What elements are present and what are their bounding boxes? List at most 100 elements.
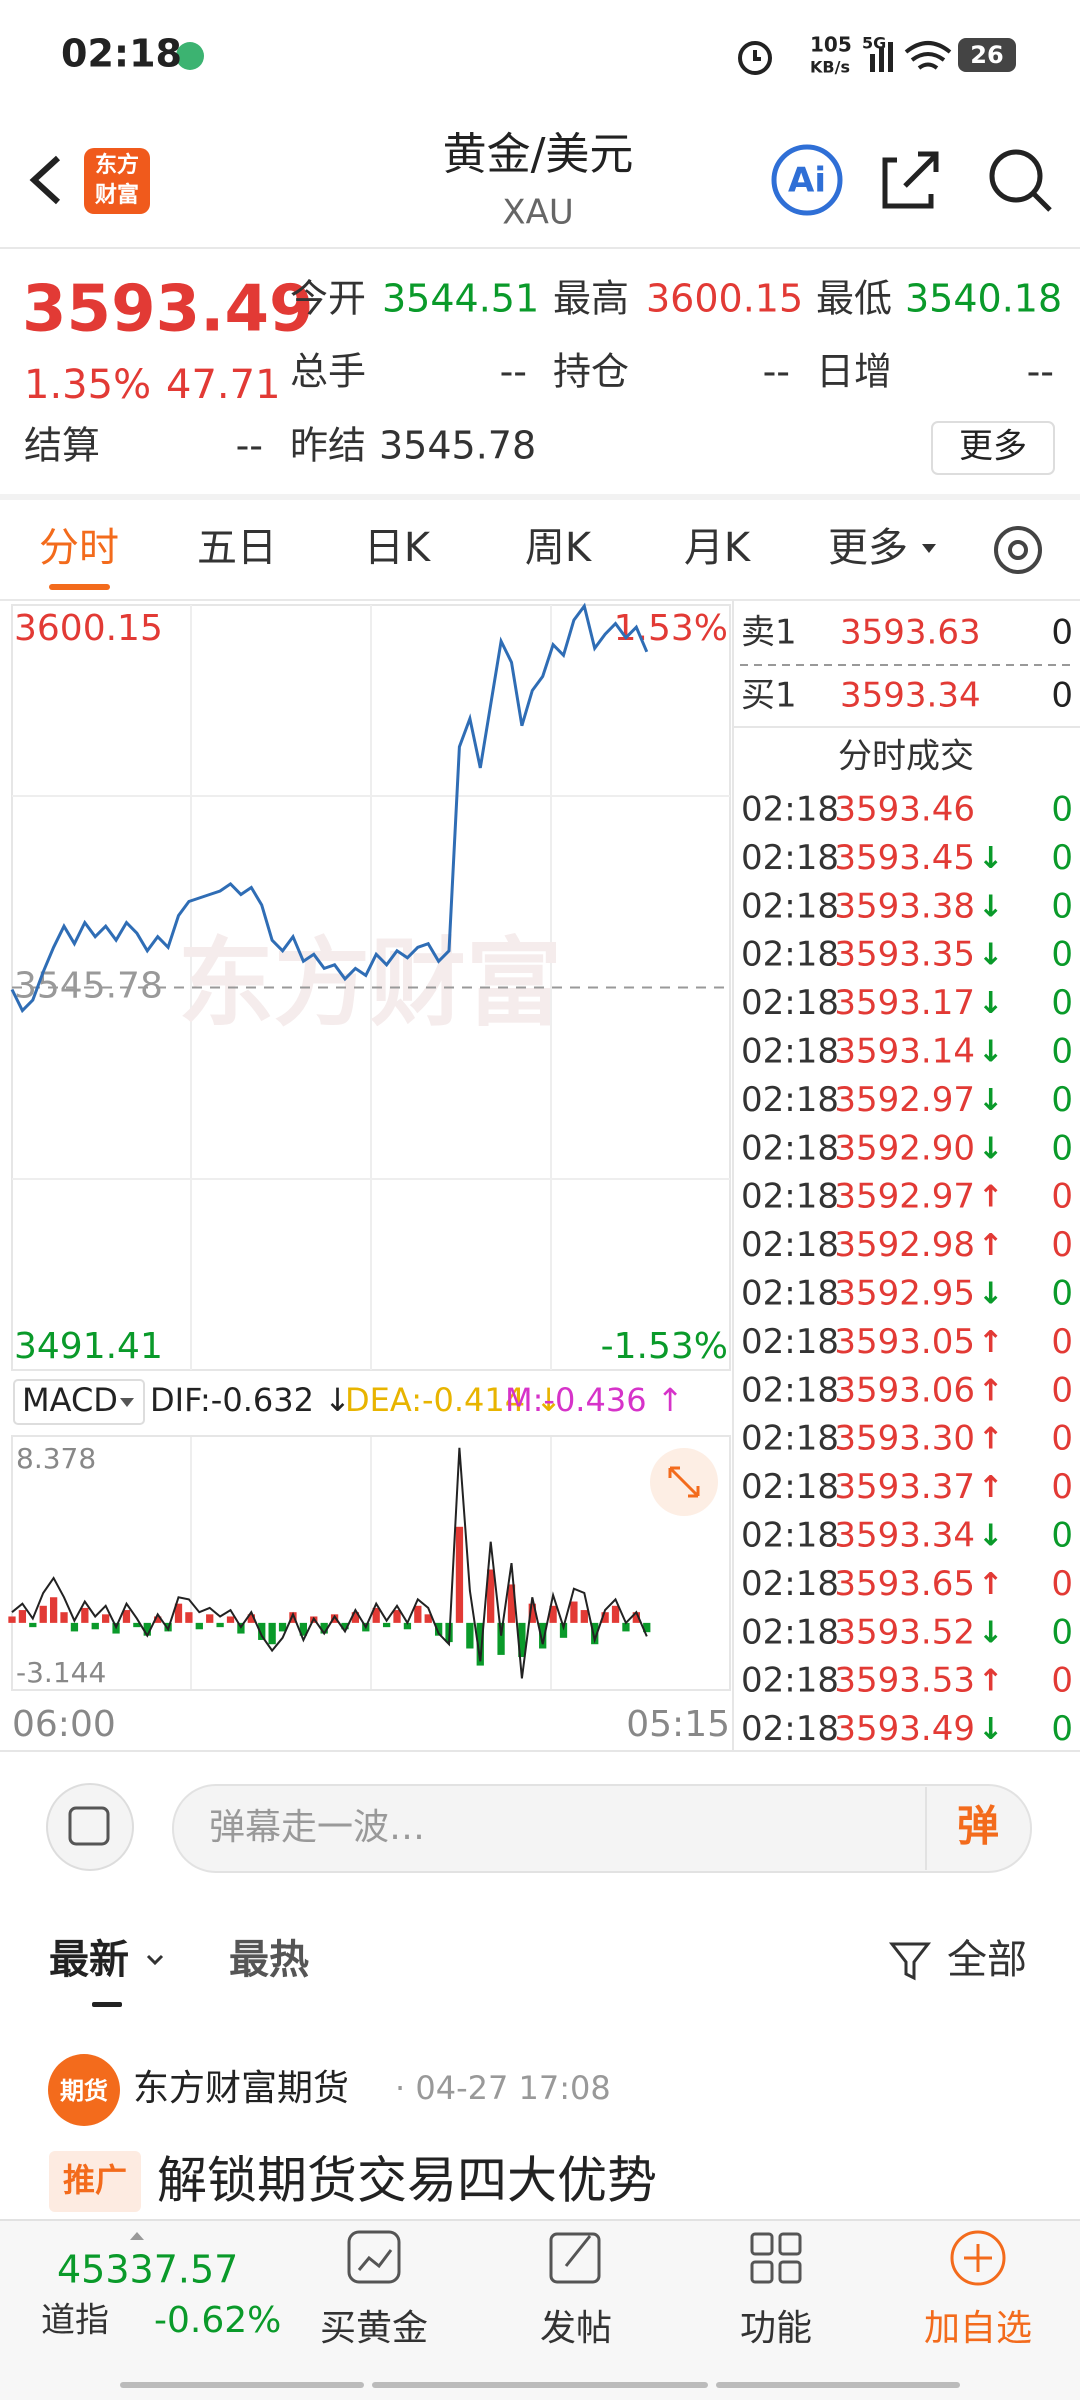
- trade-volume: 0: [1051, 1564, 1073, 1604]
- macd-bar: [39, 1605, 47, 1623]
- index-name: 道指: [41, 2301, 109, 2341]
- tab[interactable]: 分时: [39, 525, 119, 571]
- field-value: --: [763, 350, 790, 394]
- post-author[interactable]: 东方财富期货: [133, 2068, 349, 2109]
- trade-price: 3593.53: [834, 1661, 975, 1701]
- filter-icon[interactable]: [888, 1942, 932, 1981]
- macd-bar: [143, 1622, 151, 1636]
- macd-bar: [70, 1622, 79, 1632]
- macd-bar: [434, 1622, 443, 1636]
- trade-direction: ↓: [978, 986, 1003, 1021]
- search-button[interactable]: [989, 149, 1043, 203]
- field-label: 昨结: [290, 424, 366, 468]
- pct-label: 1.53%: [614, 608, 728, 649]
- trade-time: 02:18: [741, 1080, 839, 1120]
- tab[interactable]: 更多: [828, 525, 908, 571]
- macd-bar: [507, 1584, 516, 1623]
- field-label: 日增: [816, 350, 892, 394]
- avatar[interactable]: [48, 2054, 120, 2126]
- feed-tab[interactable]: 最新: [49, 1937, 129, 1983]
- book-label: 买1: [741, 676, 797, 716]
- trade-time: 02:18: [741, 1564, 839, 1604]
- macd-bar: [60, 1612, 68, 1623]
- y-tick-label: 8.378: [16, 1442, 96, 1475]
- macd-bar: [518, 1622, 526, 1658]
- book-volume: 0: [1051, 676, 1073, 716]
- macd-bar: [133, 1622, 141, 1628]
- trade-time: 02:18: [741, 983, 839, 1023]
- trade-time: 02:18: [741, 1612, 839, 1652]
- macd-bar: [382, 1622, 391, 1628]
- field-label: 最低: [816, 277, 892, 321]
- status-icons: [176, 38, 1016, 75]
- trade-volume: 0: [1051, 1612, 1073, 1652]
- macd-bar: [102, 1614, 110, 1623]
- field-value: 3540.18: [905, 277, 1062, 321]
- share-button[interactable]: [882, 151, 939, 209]
- field-label: 结算: [24, 424, 100, 468]
- trade-price: 3592.97: [834, 1177, 975, 1217]
- tab[interactable]: 月K: [684, 525, 752, 571]
- filter-label[interactable]: 全部: [947, 1937, 1027, 1983]
- comment-input[interactable]: [172, 1784, 1032, 1873]
- macd-bar: [49, 1597, 58, 1623]
- trade-direction: ↑: [978, 1373, 1003, 1408]
- post-title[interactable]: 解锁期货交易四大优势: [157, 2152, 657, 2210]
- settings-icon[interactable]: [994, 526, 1042, 574]
- macd-bar: [580, 1610, 588, 1623]
- trade-volume: 0: [1051, 886, 1073, 926]
- trade-price: 3593.52: [834, 1612, 975, 1652]
- trade-price: 3592.90: [834, 1128, 975, 1168]
- trade-time: 02:18: [741, 1419, 839, 1459]
- change: 47.71: [166, 362, 281, 408]
- legend-dea: DEA:-0.414 ↓: [345, 1381, 562, 1419]
- trade-direction: ↓: [978, 1519, 1003, 1554]
- tab[interactable]: 日K: [364, 525, 432, 571]
- x-label: 05:15: [626, 1704, 730, 1745]
- trade-direction: ↑: [978, 1567, 1003, 1602]
- nav-item[interactable]: 加自选: [924, 2308, 1032, 2349]
- trade-volume: 0: [1051, 1419, 1073, 1459]
- tab[interactable]: 周K: [525, 525, 593, 571]
- battery: 26: [970, 41, 1003, 69]
- trade-direction: ↑: [978, 1228, 1003, 1263]
- nav-item[interactable]: 买黄金: [320, 2308, 428, 2349]
- app-logo: [84, 148, 150, 214]
- trade-time: 02:18: [741, 886, 839, 926]
- indicator-selector[interactable]: [13, 1379, 145, 1425]
- more-button[interactable]: [931, 421, 1055, 475]
- trade-volume: 0: [1051, 1080, 1073, 1120]
- back-button[interactable]: [29, 155, 61, 205]
- price: 3593.49: [22, 273, 314, 347]
- ai-button[interactable]: [771, 144, 843, 216]
- macd-bar: [341, 1622, 349, 1630]
- trade-volume: 0: [1051, 1370, 1073, 1410]
- danmaku-button[interactable]: 弹: [957, 1802, 999, 1851]
- macd-bar: [122, 1610, 131, 1623]
- ai-label[interactable]: Ai: [788, 161, 826, 201]
- more-label[interactable]: 更多: [959, 427, 1027, 467]
- field-value: 3600.15: [646, 277, 803, 321]
- page-title: 黄金/美元: [443, 129, 634, 180]
- field-value: --: [236, 424, 263, 468]
- comment-placeholder[interactable]: 弹幕走一波…: [209, 1807, 425, 1848]
- macd-bar: [570, 1601, 578, 1623]
- macd-bar: [268, 1622, 276, 1645]
- nav-item[interactable]: 发帖: [540, 2308, 612, 2349]
- field-value: --: [1027, 350, 1054, 394]
- trade-price: 3593.14: [834, 1032, 975, 1072]
- trade-volume: 0: [1051, 790, 1073, 830]
- expand-arrow[interactable]: [130, 2232, 144, 2240]
- trade-time: 02:18: [741, 790, 839, 830]
- comment-settings[interactable]: [46, 1783, 134, 1871]
- trade-direction: ↓: [978, 841, 1003, 876]
- indicator-name[interactable]: MACD: [22, 1381, 118, 1419]
- nav-icons: [347, 2230, 1006, 2286]
- feed-tab[interactable]: 最热: [229, 1937, 309, 1983]
- nav-item[interactable]: 功能: [740, 2308, 812, 2349]
- tab[interactable]: 五日: [197, 525, 277, 571]
- change-pct: 1.35%: [24, 362, 151, 408]
- macd-bar: [643, 1622, 651, 1633]
